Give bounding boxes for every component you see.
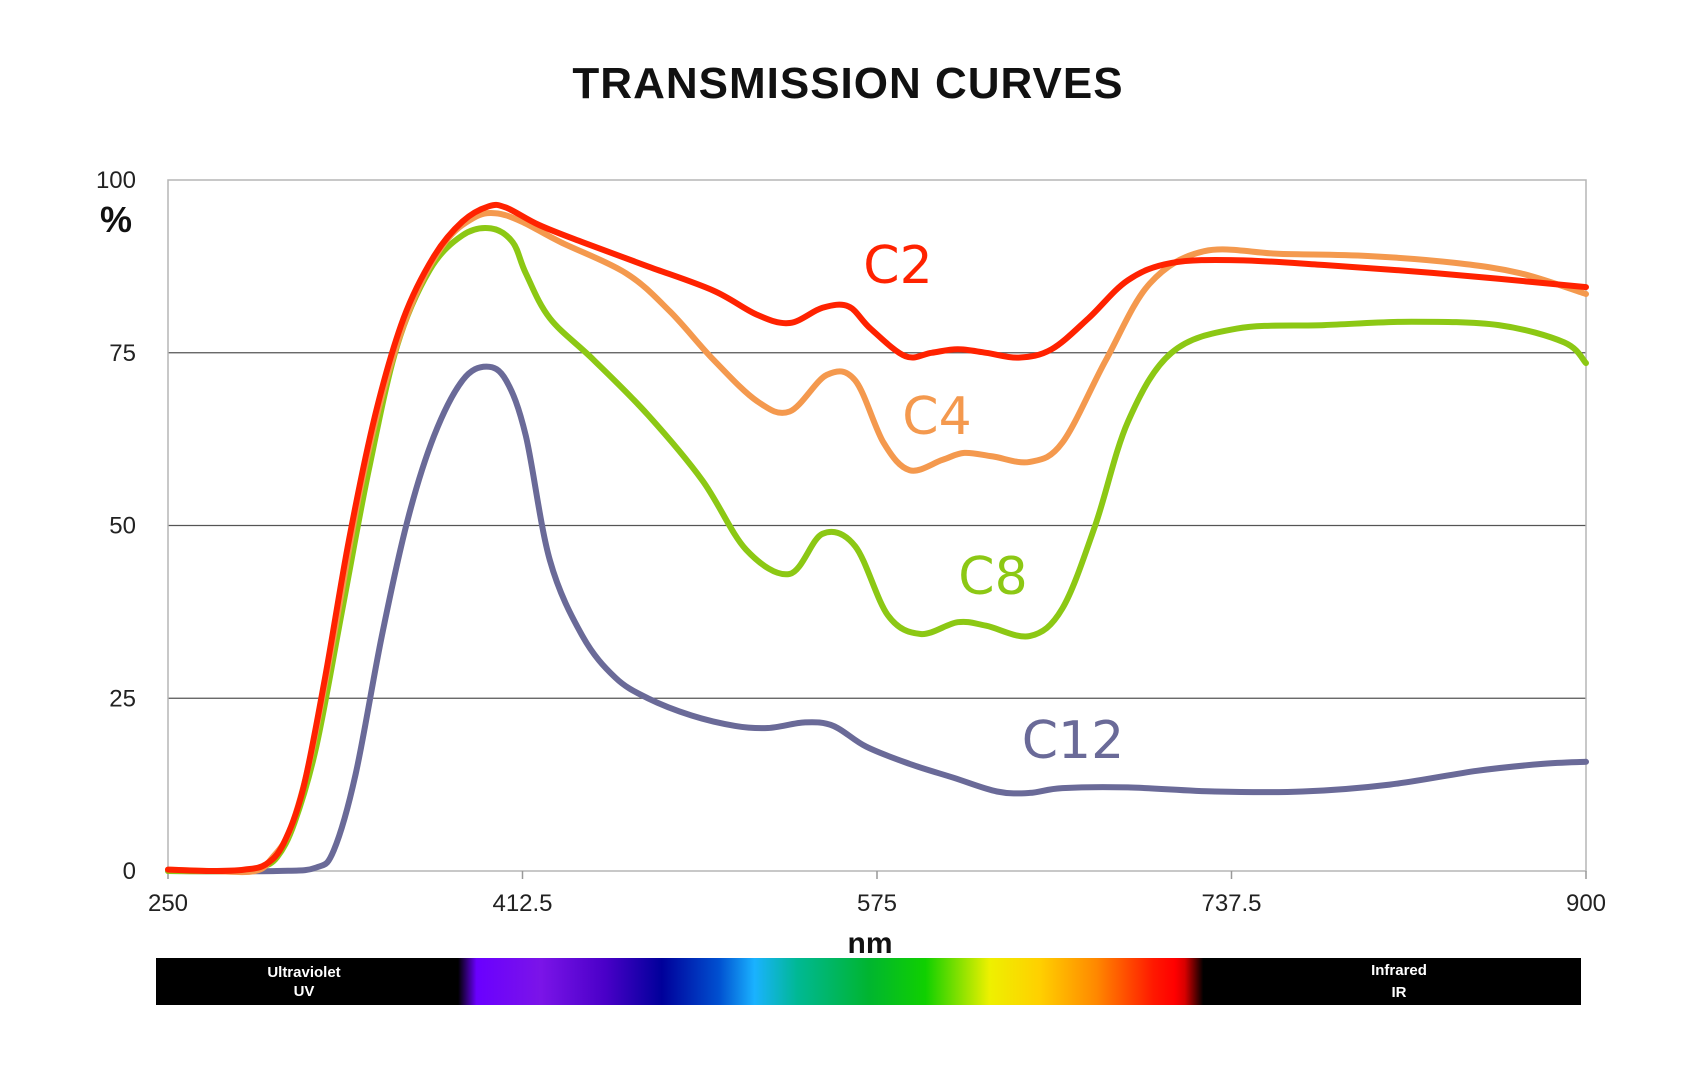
x-axis-label: nm — [848, 927, 893, 960]
y-tick-label: 25 — [109, 685, 136, 712]
x-tick-label: 900 — [1566, 890, 1606, 917]
label-c4: C4 — [902, 387, 971, 447]
x-axis-ticks: 250 412.5 575 737.5 900 — [148, 871, 1606, 917]
y-axis-label: % — [100, 199, 132, 240]
y-tick-label: 0 — [123, 858, 136, 885]
label-c12: C12 — [1022, 711, 1124, 771]
y-tick-label: 100 — [96, 167, 136, 194]
y-tick-label: 50 — [109, 513, 136, 540]
series-line-c8 — [165, 225, 1589, 875]
series-line-c12 — [165, 363, 1589, 875]
label-c8: C8 — [958, 547, 1027, 607]
uv-label: Ultraviolet — [267, 964, 340, 981]
spectrum-bar — [156, 958, 1581, 1005]
x-tick-label: 250 — [148, 890, 188, 917]
series-line-c4 — [165, 210, 1589, 876]
series-lines — [165, 201, 1589, 876]
series-line-c2 — [165, 201, 1589, 874]
label-c2: C2 — [863, 236, 932, 296]
x-tick-label: 575 — [857, 890, 897, 917]
uv-abbrev: UV — [294, 983, 315, 1000]
ir-abbrev: IR — [1392, 984, 1407, 1001]
ir-label: Infrared — [1371, 962, 1427, 979]
y-axis-ticks: 100 75 50 25 0 — [96, 167, 136, 885]
chart-title: TRANSMISSION CURVES — [572, 59, 1123, 108]
y-tick-label: 75 — [109, 340, 136, 367]
x-tick-label: 737.5 — [1201, 890, 1261, 917]
x-tick-label: 412.5 — [492, 890, 552, 917]
